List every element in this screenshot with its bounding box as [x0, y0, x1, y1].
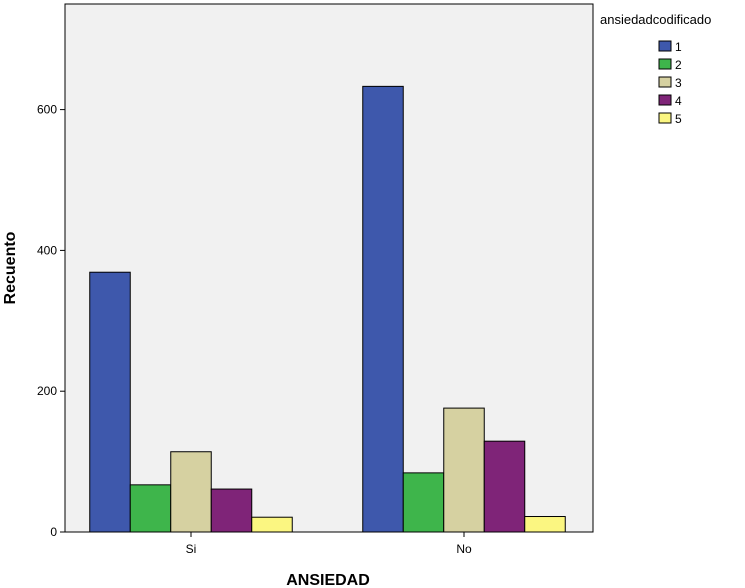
y-axis-title: Recuento [2, 231, 19, 304]
x-axis-title: ANSIEDAD [286, 572, 370, 588]
bar-no-series-3 [443, 407, 485, 533]
bar-si-series-4 [210, 488, 253, 533]
y-tick-label: 400 [37, 243, 57, 257]
legend-swatch-4 [658, 94, 672, 106]
legend-label-2: 2 [675, 58, 682, 72]
y-tick-label: 600 [37, 103, 57, 117]
legend: 1 2 3 4 5 [658, 40, 682, 126]
x-tick-label: No [456, 542, 472, 556]
bar-si-series-1 [89, 271, 131, 533]
legend-swatch-1 [658, 40, 672, 52]
legend-label-4: 4 [675, 94, 682, 108]
legend-label-3: 3 [675, 76, 682, 90]
legend-title: ansiedadcodificado [600, 12, 711, 27]
bar-no-series-5 [524, 516, 566, 533]
bars [89, 85, 566, 533]
bar-no-series-1 [362, 85, 404, 533]
x-tick-label: Si [186, 542, 197, 556]
x-axis-ticks: Si No [186, 532, 472, 556]
bar-si-series-5 [251, 516, 293, 533]
legend-label-5: 5 [675, 112, 682, 126]
bar-no-series-4 [483, 440, 526, 533]
legend-label-1: 1 [675, 40, 682, 54]
legend-swatch-3 [658, 76, 672, 88]
y-tick-label: 0 [50, 525, 57, 539]
bar-si-series-3 [170, 451, 212, 533]
bar-si-series-2 [129, 484, 172, 533]
y-axis-ticks: 0 200 400 600 [37, 103, 65, 539]
legend-swatch-5 [658, 112, 672, 124]
legend-swatch-2 [658, 58, 672, 70]
y-tick-label: 200 [37, 384, 57, 398]
bar-no-series-2 [402, 472, 445, 533]
